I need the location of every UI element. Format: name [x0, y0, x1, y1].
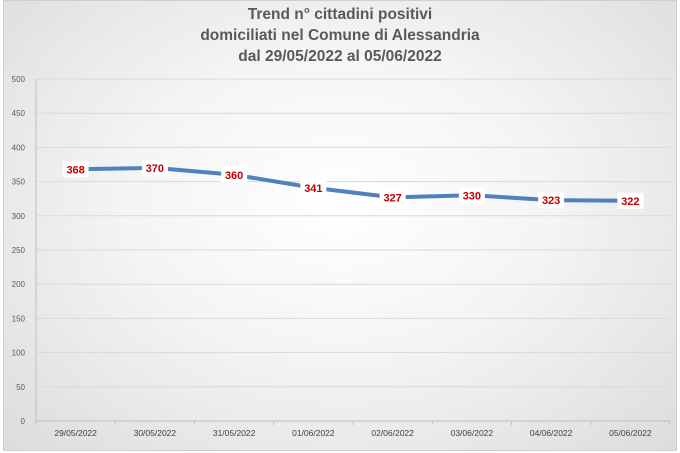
data-label: 327 [379, 189, 406, 206]
data-label-box [538, 192, 565, 209]
series-line [73, 165, 633, 203]
y-tick-label: 100 [12, 349, 26, 358]
y-tick-label: 150 [12, 314, 26, 323]
data-label: 322 [617, 192, 644, 209]
y-tick-label: 0 [21, 417, 26, 426]
data-label-text: 327 [383, 192, 401, 204]
x-tick-label: 29/05/2022 [54, 428, 97, 438]
data-label-box [141, 159, 168, 176]
data-label: 368 [62, 161, 89, 178]
chart-title-line-2: domiciliati nel Comune di Alessandria [200, 27, 480, 44]
chart-title: Trend n° cittadini positivi domiciliati … [0, 4, 680, 67]
y-tick-label: 450 [12, 109, 26, 118]
data-label-text: 368 [66, 164, 84, 176]
data-label-text: 370 [146, 163, 164, 175]
y-axis: 0 50 100 150 200 250 300 350 400 450 500 [12, 75, 37, 426]
y-tick-label: 250 [12, 246, 26, 255]
y-tick-label: 400 [12, 143, 26, 152]
data-label-text: 323 [542, 195, 560, 207]
data-label-box [300, 179, 327, 196]
x-tick-label: 03/06/2022 [451, 428, 494, 438]
x-tick-label: 02/06/2022 [371, 428, 414, 438]
data-label: 341 [300, 179, 327, 196]
y-tick-label: 50 [16, 383, 25, 392]
data-label-box [617, 192, 644, 209]
chart-title-line-3: dal 29/05/2022 al 05/06/2022 [238, 48, 442, 65]
chart-area [3, 0, 677, 451]
data-label-box [379, 189, 406, 206]
y-tick-label: 500 [12, 75, 26, 84]
y-tick-label: 300 [12, 212, 26, 221]
x-tick-label: 04/06/2022 [530, 428, 573, 438]
data-label-box [458, 187, 485, 204]
series [73, 165, 633, 203]
data-label-box [221, 166, 248, 183]
data-label: 323 [538, 192, 565, 209]
data-label: 330 [458, 187, 485, 204]
data-labels: 368 370 360 341 327 330 323 322 [62, 159, 644, 209]
x-axis: 29/05/2022 30/05/2022 31/05/2022 01/06/2022… [35, 420, 671, 438]
data-label-box [62, 161, 89, 178]
data-label: 370 [141, 159, 168, 176]
x-tick-label: 31/05/2022 [213, 428, 256, 438]
data-label-text: 330 [463, 190, 481, 202]
x-tick-label: 01/06/2022 [292, 428, 335, 438]
data-label-text: 322 [621, 196, 639, 208]
y-tick-label: 350 [12, 178, 26, 187]
data-label-text: 360 [225, 170, 243, 182]
y-tick-label: 200 [12, 280, 26, 289]
chart-title-line-1: Trend n° cittadini positivi [247, 6, 433, 23]
gridlines [36, 78, 670, 388]
x-tick-label: 05/06/2022 [609, 428, 652, 438]
data-label: 360 [221, 166, 248, 183]
x-tick-label: 30/05/2022 [134, 428, 177, 438]
data-label-text: 341 [304, 183, 322, 195]
